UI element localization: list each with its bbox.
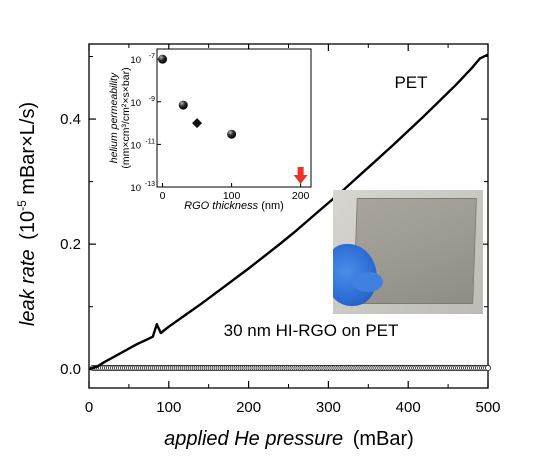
- main-x-axis-label: applied He pressure (mBar): [164, 428, 414, 450]
- inset-sphere-point: [178, 100, 188, 110]
- inset-y-tick-label: 10: [130, 55, 141, 66]
- gloved-finger: [353, 272, 383, 292]
- inset-axis-ticks: 0 100 200 10 -13 10 -11 10 -9 10 -7: [130, 53, 309, 202]
- inset-diamond-point: [192, 118, 203, 129]
- inset-x-tick-label: 0: [160, 190, 166, 202]
- inset-y-axis-label-line2: (mm×cm³/cm²×s×bar): [120, 67, 132, 168]
- main-y-axis-label: leak rate (10-5 mBar×L/s): [15, 102, 39, 326]
- inset-sphere-point: [227, 129, 237, 139]
- y-tick-label: 0.4: [60, 111, 81, 128]
- annotation-hi-rgo: 30 nm HI-RGO on PET: [224, 321, 399, 340]
- annotation-pet: PET: [394, 73, 427, 92]
- inset-y-tick-exponent: -9: [149, 96, 155, 103]
- hi-rgo-data-point: [484, 364, 492, 372]
- x-tick-label: 200: [236, 399, 261, 416]
- inset-y-tick-label: 10: [130, 98, 141, 109]
- inset-y-tick-label: 10: [130, 140, 141, 151]
- sample-photo: [333, 190, 483, 314]
- inset-red-arrow: [293, 167, 308, 184]
- inset-x-tick-label: 200: [292, 190, 310, 202]
- inset-y-tick-exponent: -7: [149, 53, 155, 60]
- inset-y-tick-label: 10: [130, 183, 141, 194]
- pet-series-line: [88, 53, 489, 371]
- y-tick-label: 0.2: [60, 236, 81, 253]
- inset-x-axis-label: RGO thickness (nm): [184, 200, 284, 212]
- inset-y-tick-exponent: -11: [145, 138, 155, 145]
- x-tick-label: 100: [156, 399, 181, 416]
- x-tick-label: 400: [396, 399, 421, 416]
- x-tick-label: 0: [85, 399, 93, 416]
- inset-y-tick-exponent: -13: [145, 181, 155, 188]
- x-tick-label: 500: [475, 399, 500, 416]
- main-plot-series: [88, 53, 492, 372]
- inset-frame: [156, 48, 312, 188]
- x-tick-label: 300: [316, 399, 341, 416]
- inset-plot-points: [158, 54, 308, 184]
- inset-sphere-point: [158, 54, 168, 64]
- inset-x-tick-label: 100: [223, 190, 241, 202]
- y-tick-label: 0.0: [60, 361, 81, 378]
- inset-y-axis-label-line1: helium permeability: [108, 72, 120, 163]
